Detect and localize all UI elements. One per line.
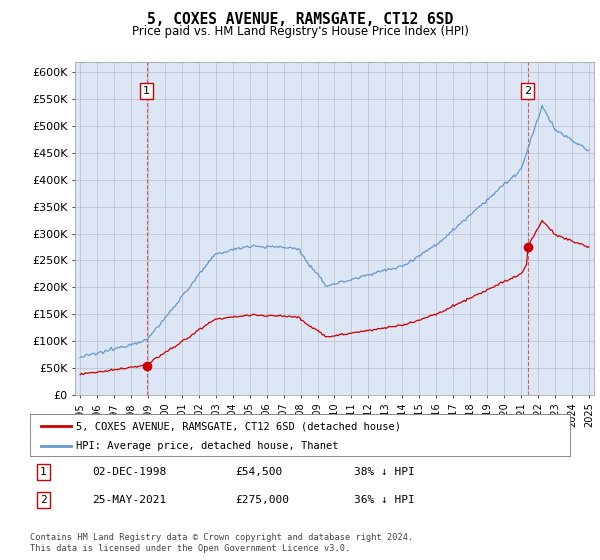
Text: 1: 1 [40,467,47,477]
Text: 38% ↓ HPI: 38% ↓ HPI [354,467,415,477]
Text: 5, COXES AVENUE, RAMSGATE, CT12 6SD (detached house): 5, COXES AVENUE, RAMSGATE, CT12 6SD (det… [76,421,401,431]
Text: 5, COXES AVENUE, RAMSGATE, CT12 6SD: 5, COXES AVENUE, RAMSGATE, CT12 6SD [147,12,453,27]
Text: Contains HM Land Registry data © Crown copyright and database right 2024.
This d: Contains HM Land Registry data © Crown c… [30,533,413,553]
Text: 1: 1 [143,86,150,96]
Text: HPI: Average price, detached house, Thanet: HPI: Average price, detached house, Than… [76,441,338,451]
Text: 02-DEC-1998: 02-DEC-1998 [92,467,166,477]
Text: 2: 2 [524,86,531,96]
Text: £275,000: £275,000 [235,495,289,505]
Text: 36% ↓ HPI: 36% ↓ HPI [354,495,415,505]
Text: 25-MAY-2021: 25-MAY-2021 [92,495,166,505]
Text: 2: 2 [40,495,47,505]
Text: £54,500: £54,500 [235,467,283,477]
Text: Price paid vs. HM Land Registry's House Price Index (HPI): Price paid vs. HM Land Registry's House … [131,25,469,38]
